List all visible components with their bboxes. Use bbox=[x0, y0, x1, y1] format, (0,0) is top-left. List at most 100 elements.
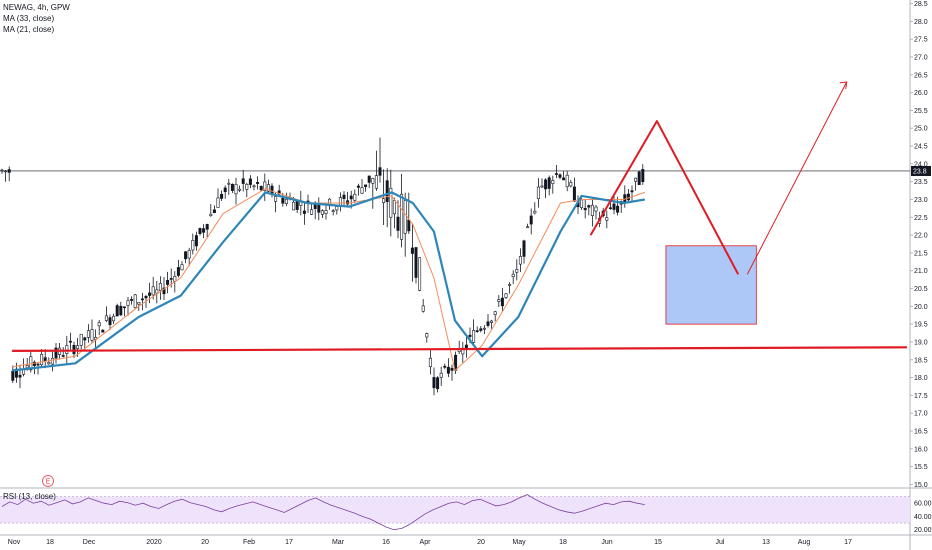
candle-body bbox=[403, 200, 407, 234]
price-tick-label: 19.5 bbox=[914, 322, 928, 329]
time-tick-label: Jul bbox=[716, 539, 725, 546]
candle-body bbox=[356, 185, 360, 188]
candle-body bbox=[374, 175, 378, 189]
candle-body bbox=[97, 322, 101, 327]
candle-body bbox=[446, 366, 450, 374]
candle-body bbox=[432, 377, 436, 389]
candle-body bbox=[518, 256, 522, 265]
rsi-tick-label: 60.00 bbox=[914, 501, 932, 508]
candle-body bbox=[605, 217, 609, 221]
support-trendline bbox=[12, 346, 908, 352]
time-tick-label: 18 bbox=[46, 539, 54, 546]
ma21-label[interactable]: MA (21, close) bbox=[3, 25, 55, 34]
candle-body bbox=[482, 327, 486, 330]
ma33-label[interactable]: MA (33, close) bbox=[3, 14, 55, 23]
candle-body bbox=[194, 235, 198, 247]
candle-body bbox=[25, 365, 29, 368]
chart-legend: NEWAG, 4h, GPW MA (33, close) MA (21, cl… bbox=[3, 2, 70, 35]
price-tick-label: 20.5 bbox=[914, 286, 928, 293]
price-tick-label: 28.0 bbox=[914, 19, 928, 26]
earnings-event-marker bbox=[42, 475, 54, 487]
time-tick-label: Aug bbox=[798, 539, 811, 546]
time-tick-label: 20 bbox=[201, 539, 209, 546]
price-tick-label: 16.5 bbox=[914, 429, 928, 436]
rsi-legend[interactable]: RSI (13, close) bbox=[3, 492, 56, 501]
price-tick-label: 25.0 bbox=[914, 126, 928, 133]
candle-body bbox=[180, 264, 184, 271]
candle-body bbox=[313, 204, 317, 209]
candle-body bbox=[590, 204, 594, 216]
candle-body bbox=[324, 210, 328, 215]
candle-body bbox=[331, 210, 335, 213]
price-tick-label: 27.5 bbox=[914, 37, 928, 44]
price-tick-label: 21.0 bbox=[914, 268, 928, 275]
candle-body bbox=[587, 205, 591, 208]
time-tick-label: Feb bbox=[243, 539, 255, 546]
candle-body bbox=[79, 333, 83, 346]
candle-body bbox=[428, 357, 432, 368]
candle-body bbox=[230, 184, 234, 191]
candle-body bbox=[115, 305, 119, 317]
candle-body bbox=[486, 321, 490, 326]
candle-body bbox=[490, 320, 494, 323]
candle-body bbox=[119, 305, 123, 316]
time-tick-label: Mar bbox=[332, 539, 345, 546]
candle-body bbox=[284, 198, 288, 204]
time-tick-label: 13 bbox=[762, 539, 770, 546]
candle-body bbox=[364, 184, 368, 187]
candle-body bbox=[439, 372, 443, 378]
candle-body bbox=[198, 228, 202, 234]
candle-body bbox=[418, 257, 422, 291]
candle-body bbox=[248, 178, 252, 185]
price-tick-label: 28.5 bbox=[914, 1, 928, 8]
candle-body bbox=[608, 207, 612, 209]
candle-body bbox=[256, 181, 260, 184]
candle-body bbox=[68, 340, 72, 343]
candle-body bbox=[209, 213, 213, 216]
time-tick-label: Apr bbox=[420, 539, 432, 546]
candle-body bbox=[594, 206, 598, 212]
ma21-line bbox=[12, 188, 645, 371]
last-price-tag bbox=[911, 165, 931, 176]
candle-body bbox=[547, 177, 551, 189]
candle-body bbox=[634, 177, 638, 182]
time-tick-label: 16 bbox=[382, 539, 390, 546]
candle-body bbox=[176, 267, 180, 276]
candle-body bbox=[612, 203, 616, 210]
candle-body bbox=[392, 200, 396, 215]
candle-body bbox=[472, 330, 476, 343]
candle-body bbox=[238, 188, 242, 191]
candle-body bbox=[338, 197, 342, 206]
candle-body bbox=[479, 328, 483, 331]
candle-body bbox=[162, 287, 166, 295]
candle-body bbox=[540, 185, 544, 188]
candle-body bbox=[234, 184, 238, 195]
candle-body bbox=[205, 224, 209, 230]
candle-body bbox=[266, 184, 270, 192]
earnings-event-label: E bbox=[46, 479, 51, 486]
candle-body bbox=[169, 278, 173, 280]
candle-body bbox=[216, 197, 220, 208]
time-tick-label: 17 bbox=[844, 539, 852, 546]
candle-body bbox=[504, 293, 508, 298]
candle-body bbox=[90, 329, 94, 341]
candle-body bbox=[252, 185, 256, 188]
candle-body bbox=[61, 355, 65, 357]
projection-zigzag bbox=[589, 120, 740, 275]
price-tick-label: 20.0 bbox=[914, 304, 928, 311]
symbol-label[interactable]: NEWAG, 4h, GPW bbox=[3, 3, 70, 12]
candle-body bbox=[32, 361, 36, 366]
price-tick-label: 15.0 bbox=[914, 482, 928, 489]
candle-body bbox=[11, 370, 15, 381]
candle-body bbox=[126, 300, 130, 306]
candle-body bbox=[396, 216, 400, 231]
time-tick-label: 2020 bbox=[146, 539, 162, 546]
candle-body bbox=[133, 294, 137, 309]
candle-body bbox=[50, 357, 54, 365]
candle-body bbox=[83, 337, 87, 341]
candle-body bbox=[43, 357, 47, 362]
candle-body bbox=[353, 193, 357, 201]
candle-body bbox=[184, 251, 188, 260]
candle-body bbox=[360, 187, 364, 194]
